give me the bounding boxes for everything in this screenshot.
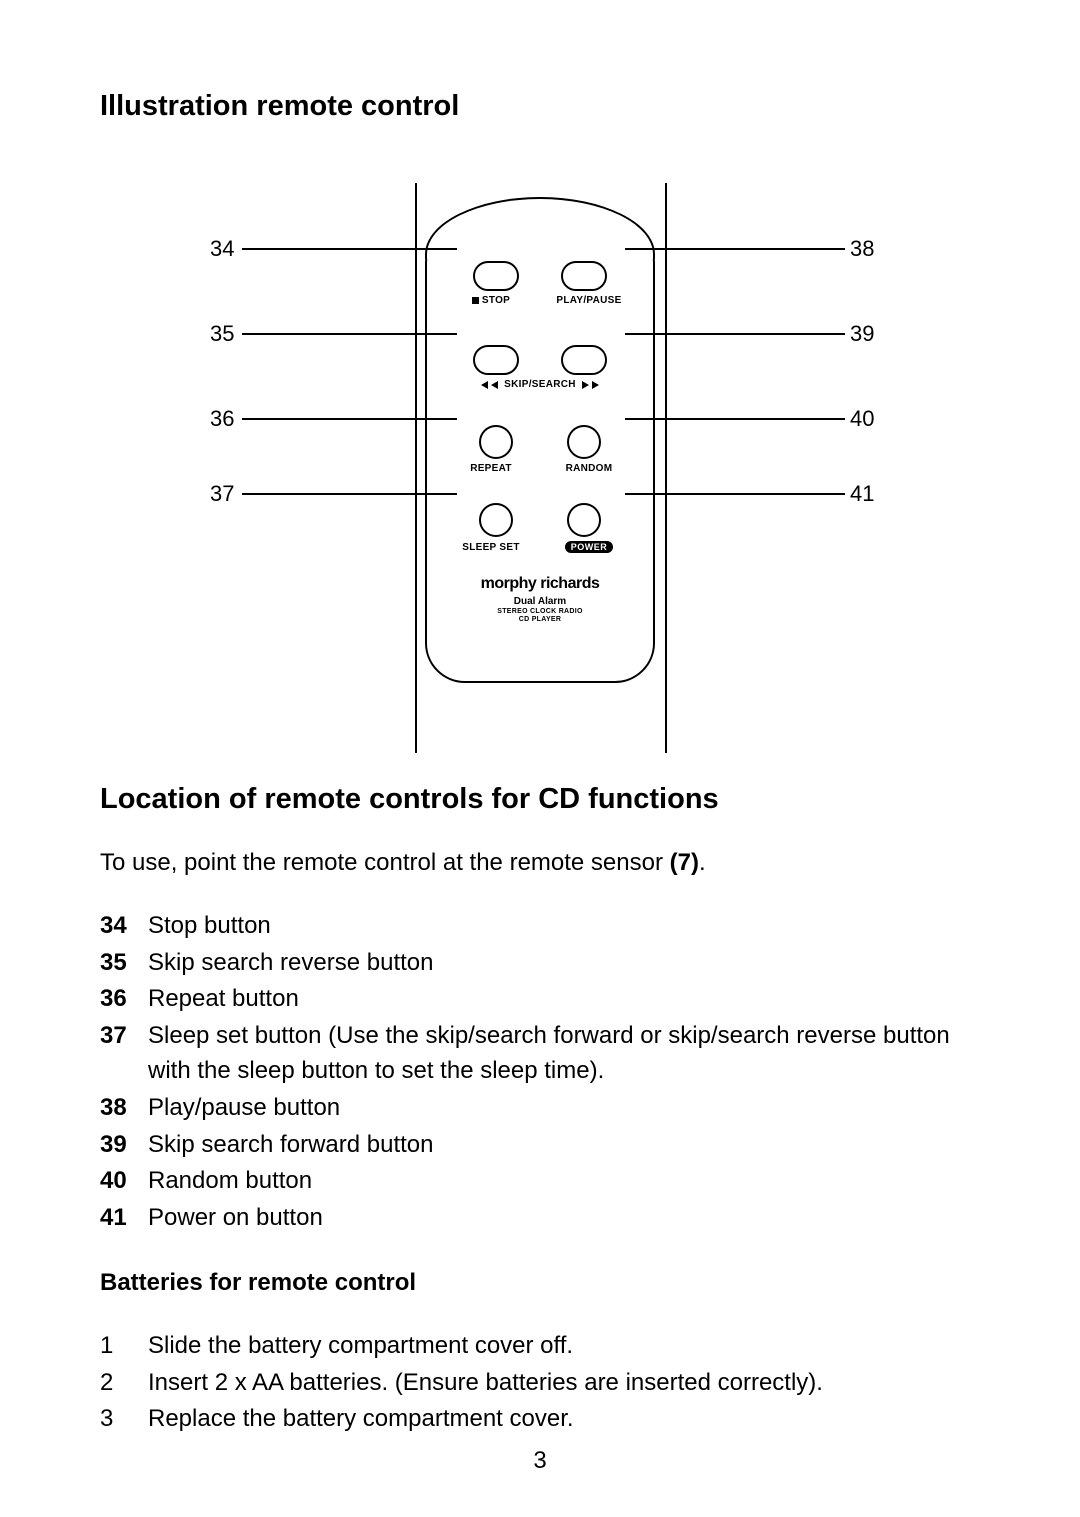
callout-line (625, 248, 845, 250)
list-item: 37Sleep set button (Use the skip/search … (100, 1019, 980, 1089)
rewind-icon (481, 381, 488, 389)
callout-number: 34 (210, 236, 234, 262)
item-number: 37 (100, 1019, 148, 1089)
item-desc: Repeat button (148, 982, 980, 1017)
list-item: 1Slide the battery compartment cover off… (100, 1329, 980, 1364)
controls-list: 34Stop button35Skip search reverse butto… (100, 909, 980, 1236)
forward-icon (582, 381, 589, 389)
item-number: 1 (100, 1329, 148, 1364)
list-item: 35Skip search reverse button (100, 946, 980, 981)
brand-sub2: STEREO CLOCK RADIOCD PLAYER (427, 608, 653, 625)
item-desc: Skip search forward button (148, 1128, 980, 1163)
battery-steps-list: 1Slide the battery compartment cover off… (100, 1329, 980, 1437)
callout-line (625, 333, 845, 335)
callout-number: 40 (850, 406, 874, 432)
intro-text: To use, point the remote control at the … (100, 846, 980, 881)
callout-number: 37 (210, 481, 234, 507)
item-number: 2 (100, 1366, 148, 1401)
callout-line (242, 248, 457, 250)
callout-number: 38 (850, 236, 874, 262)
power-label: POWER (549, 541, 629, 553)
item-desc: Play/pause button (148, 1091, 980, 1126)
skip-search-label: SKIP/SEARCH (427, 379, 653, 390)
callout-line (625, 493, 845, 495)
callout-line (242, 333, 457, 335)
repeat-button (479, 425, 513, 459)
item-number: 39 (100, 1128, 148, 1163)
callout-number: 35 (210, 321, 234, 347)
stop-icon (472, 297, 479, 304)
item-number: 40 (100, 1164, 148, 1199)
callout-number: 41 (850, 481, 874, 507)
power-button (567, 503, 601, 537)
item-number: 36 (100, 982, 148, 1017)
list-item: 34Stop button (100, 909, 980, 944)
item-desc: Power on button (148, 1201, 980, 1236)
play-pause-label: PLAY/PAUSE (549, 295, 629, 306)
remote-outline: STOP PLAY/PAUSE SKIP/SEARCH (425, 223, 655, 683)
callout-line (242, 418, 457, 420)
list-item: 40Random button (100, 1164, 980, 1199)
remote-diagram: STOP PLAY/PAUSE SKIP/SEARCH (100, 183, 980, 753)
list-item: 3Replace the battery compartment cover. (100, 1402, 980, 1437)
item-desc: Skip search reverse button (148, 946, 980, 981)
brand-logo: morphy richards (427, 575, 653, 593)
brand-block: morphy richards Dual Alarm STEREO CLOCK … (427, 575, 653, 625)
list-item: 41Power on button (100, 1201, 980, 1236)
skip-forward-button (561, 345, 607, 375)
item-desc: Replace the battery compartment cover. (148, 1402, 980, 1437)
stop-label: STOP (451, 295, 531, 306)
item-number: 35 (100, 946, 148, 981)
callout-line (625, 418, 845, 420)
item-desc: Insert 2 x AA batteries. (Ensure batteri… (148, 1366, 980, 1401)
skip-reverse-button (473, 345, 519, 375)
list-item: 39Skip search forward button (100, 1128, 980, 1163)
random-label: RANDOM (549, 463, 629, 474)
list-item: 36Repeat button (100, 982, 980, 1017)
callout-line (242, 493, 457, 495)
item-desc: Slide the battery compartment cover off. (148, 1329, 980, 1364)
random-button (567, 425, 601, 459)
page-number: 3 (0, 1447, 1080, 1475)
item-desc: Sleep set button (Use the skip/search fo… (148, 1019, 980, 1089)
item-number: 38 (100, 1091, 148, 1126)
heading-location: Location of remote controls for CD funct… (100, 783, 980, 816)
batteries-heading: Batteries for remote control (100, 1266, 980, 1301)
item-desc: Stop button (148, 909, 980, 944)
brand-sub1: Dual Alarm (427, 596, 653, 607)
sleep-set-button (479, 503, 513, 537)
item-number: 3 (100, 1402, 148, 1437)
item-desc: Random button (148, 1164, 980, 1199)
sleep-set-label: SLEEP SET (451, 541, 531, 553)
heading-illustration: Illustration remote control (100, 90, 980, 123)
item-number: 41 (100, 1201, 148, 1236)
callout-number: 39 (850, 321, 874, 347)
repeat-label: REPEAT (451, 463, 531, 474)
stop-button (473, 261, 519, 291)
play-pause-button (561, 261, 607, 291)
list-item: 2Insert 2 x AA batteries. (Ensure batter… (100, 1366, 980, 1401)
callout-number: 36 (210, 406, 234, 432)
list-item: 38Play/pause button (100, 1091, 980, 1126)
item-number: 34 (100, 909, 148, 944)
